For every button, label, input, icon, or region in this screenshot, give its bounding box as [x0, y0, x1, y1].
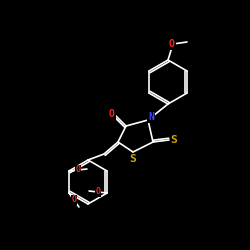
Text: O: O [72, 196, 76, 204]
Text: O: O [96, 188, 100, 196]
Text: N: N [148, 112, 154, 122]
Text: O: O [76, 166, 80, 174]
Text: O: O [109, 109, 115, 119]
Text: S: S [130, 154, 136, 164]
Text: S: S [170, 135, 177, 145]
Text: O: O [169, 39, 175, 49]
